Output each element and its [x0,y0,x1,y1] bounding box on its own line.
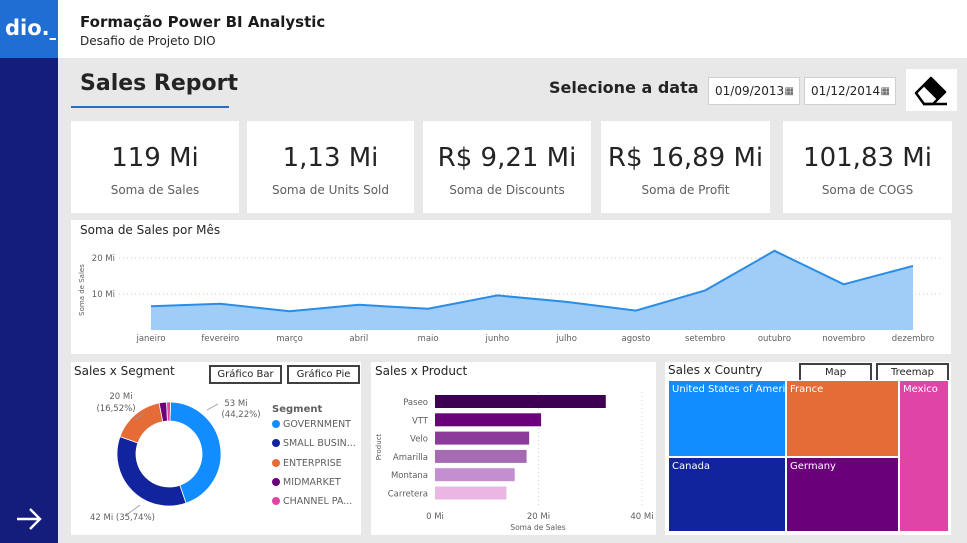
date-end-value: 01/12/2014 [811,84,881,98]
eraser-icon [914,76,947,106]
legend-item-enterprise[interactable]: ENTERPRISE [272,458,342,469]
chart-title: Sales x Product [375,364,468,378]
sales-by-month-chart: Soma de Sales janeiro fevereiro março abril… [78,249,941,344]
calendar-icon[interactable]: ▦ [880,86,890,97]
kpi-card-cogs: 101,83 Mi Soma de COGS [783,121,952,213]
x-tick-label: dezembro [892,334,935,344]
kpi-value: 1,13 Mi [282,143,379,173]
calendar-icon[interactable]: ▦ [784,86,794,97]
legend-item-government[interactable]: GOVERNMENT [272,419,351,430]
area-fill [151,250,913,330]
date-slicer-label: Selecione a data [549,78,699,97]
y-axis-label: Soma de Sales [78,264,86,316]
legend-dot-icon [272,459,280,467]
app-title: Formação Power BI Analystic [80,13,326,31]
x-tick-label: fevereiro [201,334,239,344]
sales-by-product-card: Sales x Product [371,362,656,535]
legend-label: CHANNEL PA... [283,496,353,507]
x-tick-label: junho [484,334,509,344]
y-tick-label: 10 Mi [92,290,115,300]
x-tick-label: setembro [685,334,725,344]
report-title: Sales Report [80,71,238,96]
pie-chart-button[interactable]: Gráfico Pie [287,365,360,384]
kpi-card-sales: 119 Mi Soma de Sales [71,121,239,213]
dio-logo: dio._ [0,0,58,58]
bar-chart-button[interactable]: Gráfico Bar [209,365,282,384]
kpi-card-profit: R$ 16,89 Mi Soma de Profit [601,121,770,213]
kpi-value: R$ 16,89 Mi [607,143,764,173]
treemap-cell-mexico[interactable]: Mexico [899,380,949,532]
header-bar: dio._ Formação Power BI Analystic Desafi… [0,0,967,58]
x-tick-label: outubro [758,334,791,344]
legend-item-midmarket[interactable]: MIDMARKET [272,477,341,488]
treemap-label: Germany [790,461,836,472]
treemap-cell-germany[interactable]: Germany [786,457,899,532]
side-navigation [0,58,58,543]
legend-item-small-business[interactable]: SMALL BUSIN... [272,438,356,449]
y-tick-label: 20 Mi [92,254,115,264]
legend-item-channel-partners[interactable]: CHANNEL PA... [272,496,352,507]
treemap-cell-usa[interactable]: United States of America [668,380,786,457]
x-tick-label: maio [418,334,439,344]
date-end-input[interactable]: 01/12/2014 ▦ [804,77,896,105]
kpi-card-discounts: R$ 9,21 Mi Soma de Discounts [423,121,591,213]
title-underline [71,106,229,108]
treemap-label: United States of America [672,384,786,395]
kpi-value: 101,83 Mi [803,143,932,173]
legend-dot-icon [272,497,280,505]
x-tick-label: agosto [622,334,651,344]
chart-title: Soma de Sales por Mês [80,223,221,237]
date-start-input[interactable]: 01/09/2013 ▦ [708,77,800,105]
kpi-label: Soma de Profit [641,183,730,197]
x-tick-label: março [276,334,303,344]
kpi-card-units-sold: 1,13 Mi Soma de Units Sold [247,121,414,213]
x-tick-label: novembro [822,334,865,344]
x-tick-label: abril [349,334,368,344]
kpi-value: 119 Mi [111,143,199,173]
kpi-label: Soma de COGS [821,183,914,197]
treemap-label: Mexico [903,384,938,395]
treemap-label: Canada [672,461,711,472]
kpi-label: Soma de Sales [110,183,200,197]
legend-dot-icon [272,439,280,447]
area-line [150,249,914,313]
legend-label: ENTERPRISE [283,458,342,469]
treemap-cell-canada[interactable]: Canada [668,457,786,532]
sales-by-month-card: Soma de Sales por Mês Soma de Sales jane… [71,220,951,354]
x-tick-label: janeiro [135,334,165,344]
legend-dot-icon [272,420,280,428]
legend-label: MIDMARKET [283,477,341,488]
clear-filters-eraser-button[interactable] [906,69,957,111]
x-tick-label: julho [555,334,577,344]
next-page-arrow-icon[interactable] [14,504,44,534]
legend-dot-icon [272,478,280,486]
kpi-label: Soma de Discounts [449,183,565,197]
kpi-label: Soma de Units Sold [271,183,390,197]
app-subtitle: Desafio de Projeto DIO [80,34,216,48]
date-start-value: 01/09/2013 [715,84,785,98]
kpi-value: R$ 9,21 Mi [437,143,577,173]
chart-title: Sales x Segment [74,364,175,378]
treemap-label: France [790,384,824,395]
legend-label: GOVERNMENT [283,419,351,430]
treemap-cell-france[interactable]: France [786,380,899,457]
chart-title: Sales x Country [668,363,763,377]
legend-label: SMALL BUSIN... [283,438,356,449]
svg-text:dio._: dio._ [5,16,56,40]
legend-title: Segment [272,404,323,415]
